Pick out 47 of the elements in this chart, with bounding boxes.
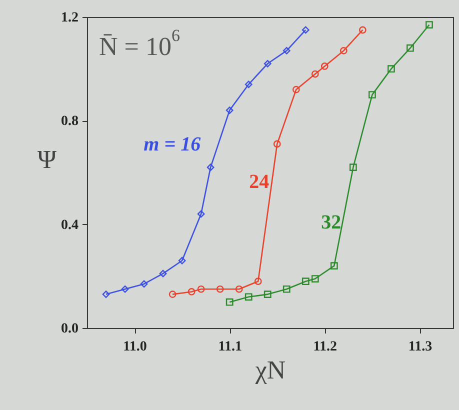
point xyxy=(102,290,110,298)
point xyxy=(282,285,290,293)
point xyxy=(197,210,205,218)
point xyxy=(206,164,214,171)
point xyxy=(188,288,196,296)
point xyxy=(244,293,252,301)
series-label: m = 16 xyxy=(144,133,201,156)
point xyxy=(320,62,328,70)
y-tick-label: 0.8 xyxy=(61,114,78,130)
point xyxy=(388,65,395,73)
series-label: 24 xyxy=(249,170,270,193)
point xyxy=(197,285,205,293)
y-axis-title: Ψ xyxy=(37,145,58,174)
point xyxy=(282,47,290,54)
point xyxy=(121,285,129,293)
x-tick-label: 11.2 xyxy=(313,340,338,354)
x-tick-label: 11.0 xyxy=(123,340,147,354)
y-tick-label: 0.0 xyxy=(61,322,78,336)
point xyxy=(254,278,262,286)
point xyxy=(350,164,357,171)
point xyxy=(330,262,338,270)
y-tick-label: 1.2 xyxy=(61,10,78,26)
point xyxy=(264,60,272,68)
series-label: 32 xyxy=(321,211,342,234)
point xyxy=(426,21,433,28)
point xyxy=(368,91,376,98)
x-axis-title: χN xyxy=(254,356,286,384)
point xyxy=(302,278,310,286)
point xyxy=(311,70,319,78)
point xyxy=(292,86,300,94)
point xyxy=(226,106,234,114)
point xyxy=(406,44,414,52)
point xyxy=(340,47,348,54)
x-tick-label: 11.1 xyxy=(218,340,242,354)
point xyxy=(244,80,252,88)
point xyxy=(216,285,224,293)
point xyxy=(235,285,243,293)
point xyxy=(159,270,167,278)
point xyxy=(226,298,234,306)
point xyxy=(302,26,310,34)
point xyxy=(140,280,148,288)
point xyxy=(311,275,319,282)
point xyxy=(264,290,272,298)
y-tick-label: 0.4 xyxy=(61,218,78,233)
x-tick-label: 11.3 xyxy=(408,340,432,354)
point xyxy=(273,140,281,148)
point xyxy=(178,256,186,264)
